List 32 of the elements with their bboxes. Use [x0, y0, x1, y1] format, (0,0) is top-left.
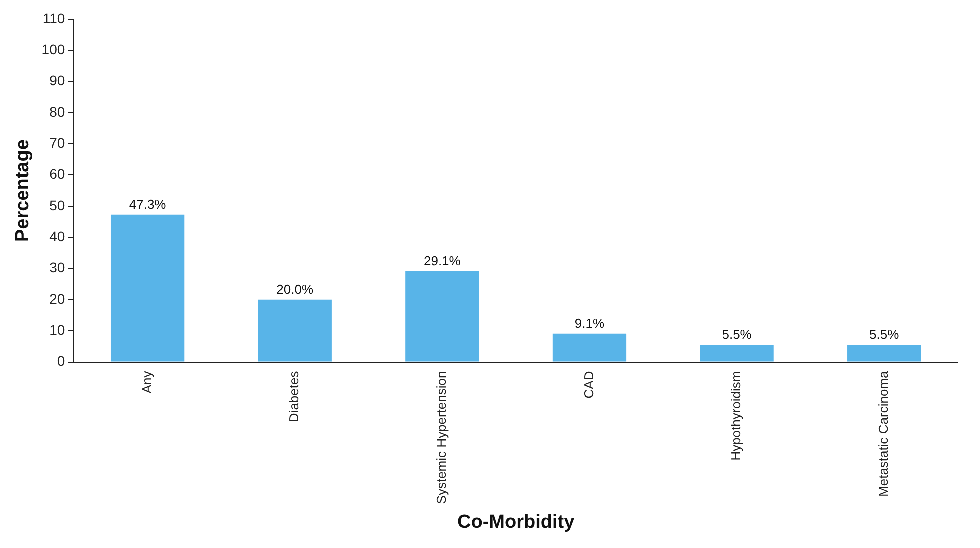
- bar: [552, 334, 627, 362]
- data-label: 20.0%: [276, 282, 314, 297]
- bar: [258, 300, 332, 362]
- y-tick-label: 50: [50, 197, 66, 214]
- y-tick-label: 10: [50, 322, 66, 338]
- y-tick-label: 90: [50, 72, 66, 89]
- x-tick-label: Hypothyroidism: [728, 371, 744, 461]
- y-tick-label: 30: [50, 260, 66, 276]
- data-label: 5.5%: [722, 327, 752, 342]
- data-label: 47.3%: [129, 196, 167, 212]
- x-tick-label: Metastatic Carcinoma: [876, 370, 891, 497]
- y-tick-label: 80: [50, 104, 66, 120]
- x-tick-label: CAD: [581, 371, 596, 399]
- y-tick-label: 70: [50, 134, 66, 151]
- y-axis-title: Percentage: [12, 140, 34, 242]
- y-tick-label: 40: [50, 228, 66, 244]
- bar: [700, 345, 774, 362]
- data-label: 29.1%: [424, 254, 462, 269]
- y-tick-label: 60: [50, 166, 66, 182]
- data-label: 5.5%: [870, 327, 900, 342]
- x-tick-label: Diabetes: [286, 370, 302, 423]
- y-tick-label: 100: [42, 41, 66, 58]
- bar: [848, 345, 922, 362]
- x-tick-label: Systemic Hypertension: [434, 371, 450, 504]
- x-axis-title: Co-Morbidity: [458, 512, 576, 533]
- y-tick-label: 110: [42, 10, 66, 26]
- x-tick-label: Any: [139, 370, 154, 394]
- data-label: 9.1%: [574, 316, 605, 331]
- bar: [110, 214, 185, 362]
- bar: [406, 272, 480, 362]
- y-tick-label: 20: [50, 290, 66, 307]
- y-tick-label: 0: [57, 353, 66, 370]
